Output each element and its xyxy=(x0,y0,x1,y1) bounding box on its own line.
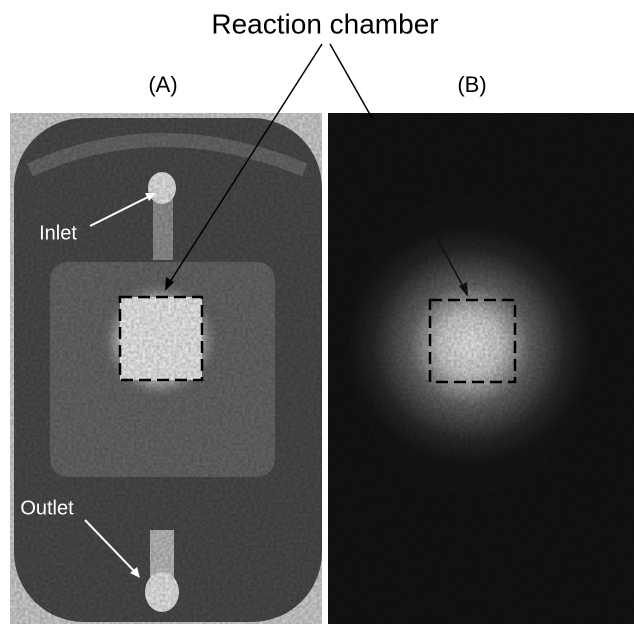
annotation: Outlet xyxy=(20,497,74,519)
figure-title: Reaction chamber xyxy=(211,8,438,39)
panel-label: (A) xyxy=(148,72,177,97)
figure: Reaction chamber (A) (B) Inlet Outle xyxy=(0,0,634,624)
panel-label: (B) xyxy=(457,72,486,97)
panel-a-image xyxy=(10,113,322,624)
panel-b-image xyxy=(328,113,634,624)
annotation: Inlet xyxy=(39,222,77,244)
